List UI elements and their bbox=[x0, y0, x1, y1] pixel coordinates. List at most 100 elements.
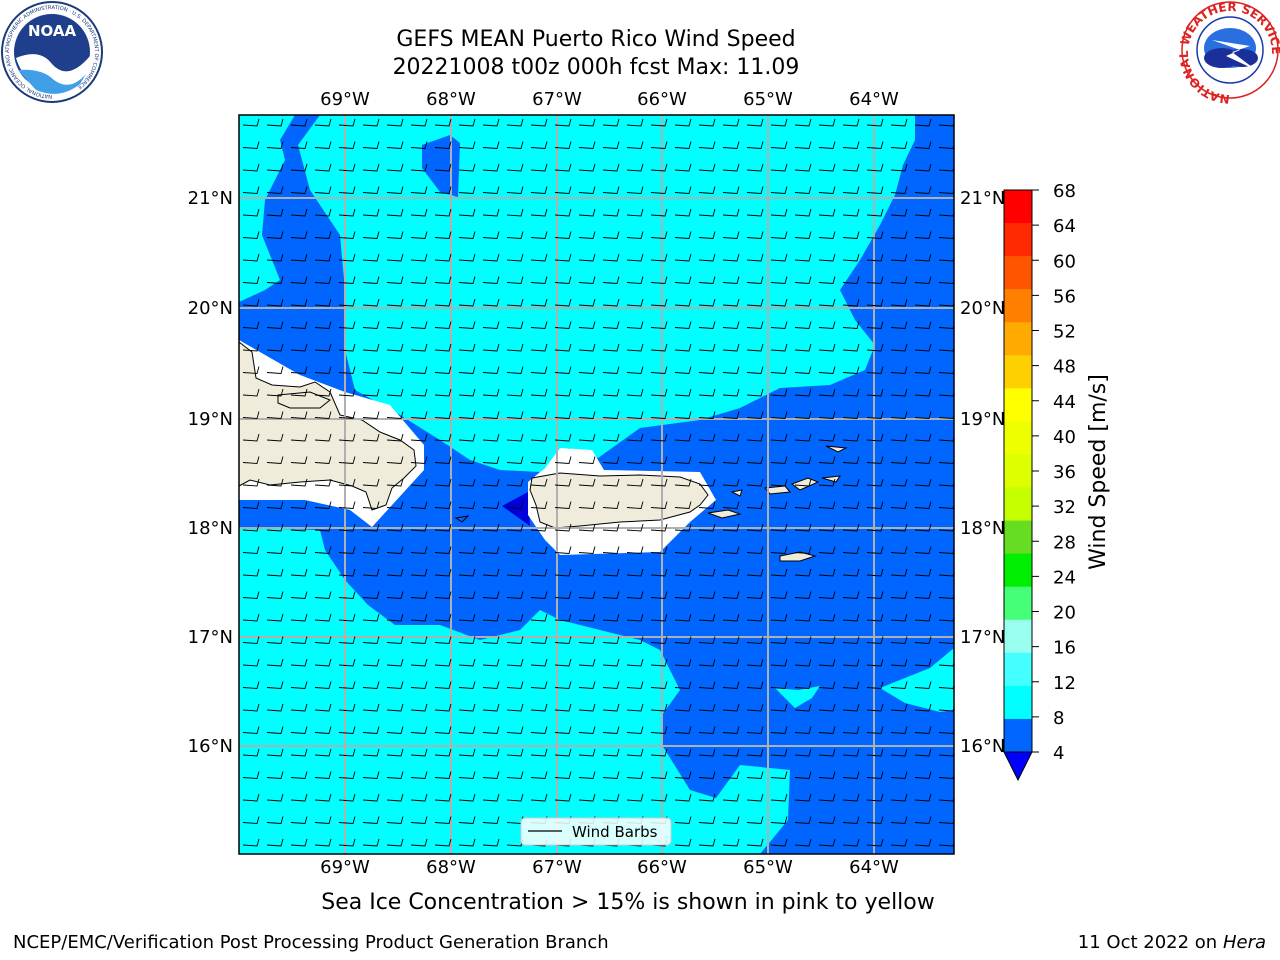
wind-barb bbox=[794, 343, 812, 352]
wind-barb bbox=[338, 253, 356, 262]
wind-barb bbox=[890, 186, 908, 194]
wind-barb bbox=[698, 186, 716, 194]
wind-barb bbox=[722, 501, 740, 509]
wind-barb bbox=[914, 208, 932, 217]
wind-barb bbox=[290, 231, 308, 239]
wind-barb bbox=[362, 546, 380, 554]
wind-barb bbox=[242, 816, 260, 824]
wind-barb bbox=[650, 141, 668, 149]
lon-label: 66°W bbox=[637, 857, 687, 878]
wind-barb bbox=[578, 681, 596, 689]
wind-barb bbox=[530, 501, 548, 509]
colorbar-tick-label: 32 bbox=[1053, 497, 1076, 518]
wind-barb bbox=[578, 253, 596, 262]
wind-barb bbox=[914, 343, 932, 352]
wind-barb bbox=[266, 523, 284, 532]
colorbar-tick-label: 8 bbox=[1053, 708, 1064, 729]
wind-barb bbox=[938, 390, 954, 397]
colorbar-tick-label: 40 bbox=[1053, 427, 1076, 448]
wind-barb bbox=[794, 726, 812, 734]
wind-barb bbox=[770, 321, 788, 329]
wind-barb bbox=[842, 478, 860, 487]
wind-barb bbox=[410, 321, 428, 329]
wind-barb bbox=[698, 681, 716, 689]
wind-barb bbox=[818, 658, 836, 667]
wind-barb bbox=[650, 456, 668, 464]
wind-barb bbox=[242, 546, 260, 554]
wind-barb bbox=[794, 703, 812, 712]
wind-barb bbox=[818, 771, 836, 779]
wind-barb bbox=[602, 276, 620, 284]
wind-barb bbox=[530, 163, 548, 172]
wind-barb bbox=[866, 366, 884, 374]
wind-barb bbox=[842, 816, 860, 824]
lat-label: 21°N bbox=[188, 188, 233, 209]
wind-barb bbox=[242, 838, 260, 847]
wind-barb bbox=[650, 411, 668, 419]
lon-label: 64°W bbox=[849, 857, 899, 878]
wind-barb bbox=[242, 298, 260, 307]
colorbar-segment bbox=[1004, 223, 1032, 257]
wind-barb bbox=[866, 591, 884, 599]
wind-barb bbox=[578, 456, 596, 464]
wind-barb bbox=[602, 501, 620, 509]
wind-barb bbox=[266, 433, 284, 442]
nws-logo: NATIONAL WEATHER SERVICE bbox=[1177, 0, 1280, 106]
wind-barb bbox=[290, 613, 308, 622]
wind-barb bbox=[818, 163, 836, 172]
wind-barb bbox=[290, 591, 308, 599]
wind-barb bbox=[914, 388, 932, 397]
wind-barb bbox=[362, 658, 380, 667]
wind-barb bbox=[386, 771, 404, 779]
wind-barb bbox=[842, 501, 860, 509]
wind-barb bbox=[650, 501, 668, 509]
wind-barb bbox=[554, 658, 572, 667]
wind-barb bbox=[290, 208, 308, 217]
wind-barb bbox=[818, 366, 836, 374]
wind-barb bbox=[818, 838, 836, 847]
wind-barb bbox=[842, 118, 860, 127]
wind-barb bbox=[938, 435, 954, 442]
wind-barb bbox=[362, 343, 380, 352]
wind-barb bbox=[794, 433, 812, 442]
wind-barb bbox=[890, 681, 908, 689]
wind-barb bbox=[266, 838, 284, 847]
wind-barb bbox=[770, 366, 788, 374]
wind-barb bbox=[794, 636, 812, 644]
wind-barb bbox=[266, 658, 284, 667]
wind-barb bbox=[818, 186, 836, 194]
wind-barb bbox=[698, 793, 716, 802]
wind-barb bbox=[698, 591, 716, 599]
wind-barb bbox=[794, 186, 812, 194]
wind-barb bbox=[266, 793, 284, 802]
wind-barb bbox=[338, 703, 356, 712]
wind-barb bbox=[890, 411, 908, 419]
wind-barb bbox=[458, 703, 476, 712]
wind-barb bbox=[722, 771, 740, 779]
wind-barb bbox=[674, 726, 692, 734]
wind-barb bbox=[506, 298, 524, 307]
wind-barb bbox=[602, 726, 620, 734]
wind-barb bbox=[770, 118, 788, 127]
wind-barb bbox=[722, 838, 740, 847]
wind-barb bbox=[890, 276, 908, 284]
wind-barb bbox=[410, 568, 428, 577]
wind-barb bbox=[554, 456, 572, 464]
wind-barb bbox=[938, 300, 954, 307]
wind-barb bbox=[842, 231, 860, 239]
colorbar-tick-label: 24 bbox=[1053, 567, 1076, 588]
wind-barb bbox=[506, 186, 524, 194]
wind-barb bbox=[362, 411, 380, 419]
wind-barb bbox=[338, 726, 356, 734]
wind-barb bbox=[266, 276, 284, 284]
wind-barb bbox=[698, 253, 716, 262]
wind-barb bbox=[242, 276, 260, 284]
wind-barb bbox=[602, 456, 620, 464]
wind-barb bbox=[770, 681, 788, 689]
wind-barb bbox=[434, 838, 452, 847]
wind-barb bbox=[818, 343, 836, 352]
wind-barb bbox=[578, 186, 596, 194]
wind-barb bbox=[746, 726, 764, 734]
wind-barb bbox=[746, 118, 764, 127]
